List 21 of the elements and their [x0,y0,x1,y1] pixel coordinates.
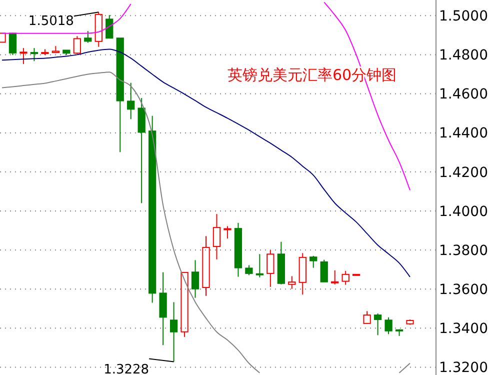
annotation: 1.3228 [104,362,150,375]
y-tick-label: 1.3400 [439,321,488,338]
candlestick [148,115,156,304]
candlestick [127,82,135,120]
y-tick-label: 1.4600 [439,86,488,103]
y-tick-label: 1.4400 [439,126,488,142]
candlestick [202,236,210,296]
annotation: 1.5018 [28,14,74,30]
candlestick [212,214,221,260]
y-tick-label: 1.5000 [439,8,488,25]
y-tick-label: 1.4000 [439,204,488,220]
candlestick [298,252,306,296]
candlestick [159,272,167,346]
candlestick [170,302,178,362]
y-tick-label: 1.3600 [439,282,488,298]
y-tick-label: 1.4800 [439,48,488,64]
candlestick [138,98,146,204]
y-tick-label: 1.4200 [439,164,488,181]
y-tick-label: 1.3200 [439,360,488,375]
y-tick-label: 1.3800 [439,242,488,259]
candlestick [191,260,200,298]
